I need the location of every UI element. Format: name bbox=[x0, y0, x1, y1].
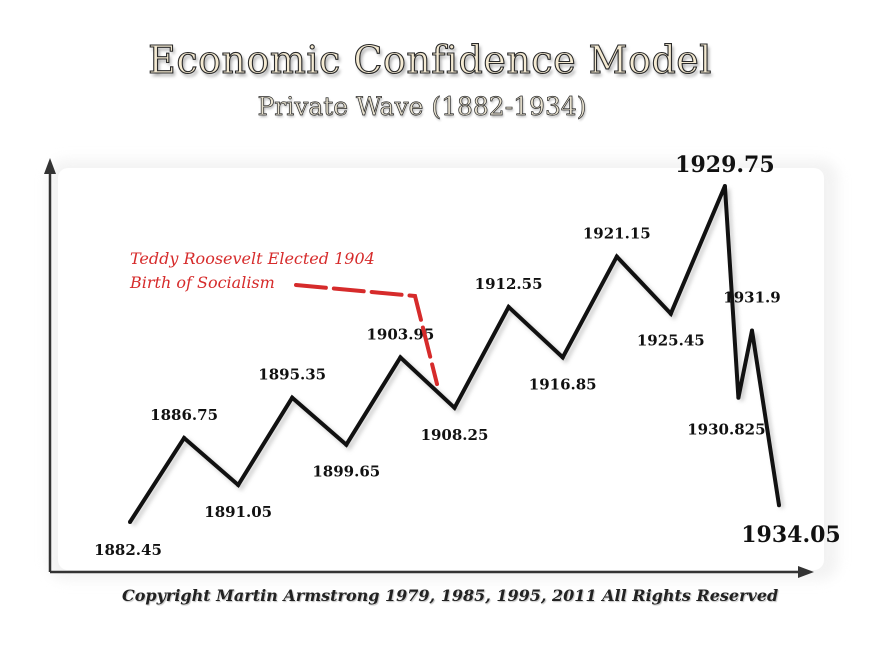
data-point bbox=[452, 405, 457, 410]
point-label: 1891.05 bbox=[204, 503, 272, 521]
chart-title: Economic Confidence Model bbox=[148, 37, 712, 82]
data-point bbox=[506, 305, 511, 309]
data-point bbox=[668, 311, 673, 316]
point-label: 1882.45 bbox=[94, 541, 162, 559]
data-point bbox=[398, 355, 403, 360]
data-point bbox=[777, 503, 781, 508]
point-label: 1908.25 bbox=[421, 426, 489, 444]
data-point bbox=[560, 355, 565, 360]
point-label: 1934.05 bbox=[741, 522, 841, 548]
point-label: 1921.15 bbox=[583, 225, 651, 243]
data-point bbox=[750, 328, 754, 333]
point-label: 1929.75 bbox=[675, 152, 775, 178]
point-label: 1899.65 bbox=[312, 463, 380, 481]
point-label: 1886.75 bbox=[150, 406, 218, 424]
data-point bbox=[344, 442, 349, 447]
annotation-pointer bbox=[294, 283, 439, 386]
y-axis-arrow-icon bbox=[44, 158, 56, 174]
point-label: 1912.55 bbox=[475, 275, 543, 293]
data-point bbox=[290, 395, 295, 400]
data-point bbox=[736, 395, 741, 400]
annotation-line-1: Teddy Roosevelt Elected 1904 bbox=[130, 249, 375, 268]
copyright-notice: Copyright Martin Armstrong 1979, 1985, 1… bbox=[122, 586, 779, 605]
point-label: 1895.35 bbox=[258, 366, 326, 384]
point-label-group: 1882.45 1886.75 1891.05 1895.35 1899.65 1903.… bbox=[94, 152, 841, 559]
data-point bbox=[128, 520, 132, 524]
x-axis-arrow-icon bbox=[798, 566, 814, 578]
data-point bbox=[722, 184, 727, 188]
point-label: 1925.45 bbox=[637, 332, 705, 350]
annotation-line-2: Birth of Socialism bbox=[129, 273, 275, 292]
point-label: 1930.825 bbox=[687, 421, 765, 439]
data-point bbox=[236, 483, 241, 487]
chart-subtitle: Private Wave (1882-1934) bbox=[257, 92, 587, 122]
point-label: 1916.85 bbox=[529, 375, 597, 393]
point-label: 1931.9 bbox=[723, 289, 780, 307]
data-point bbox=[614, 254, 619, 259]
point-label: 1903.95 bbox=[366, 325, 434, 343]
data-point bbox=[182, 436, 187, 440]
